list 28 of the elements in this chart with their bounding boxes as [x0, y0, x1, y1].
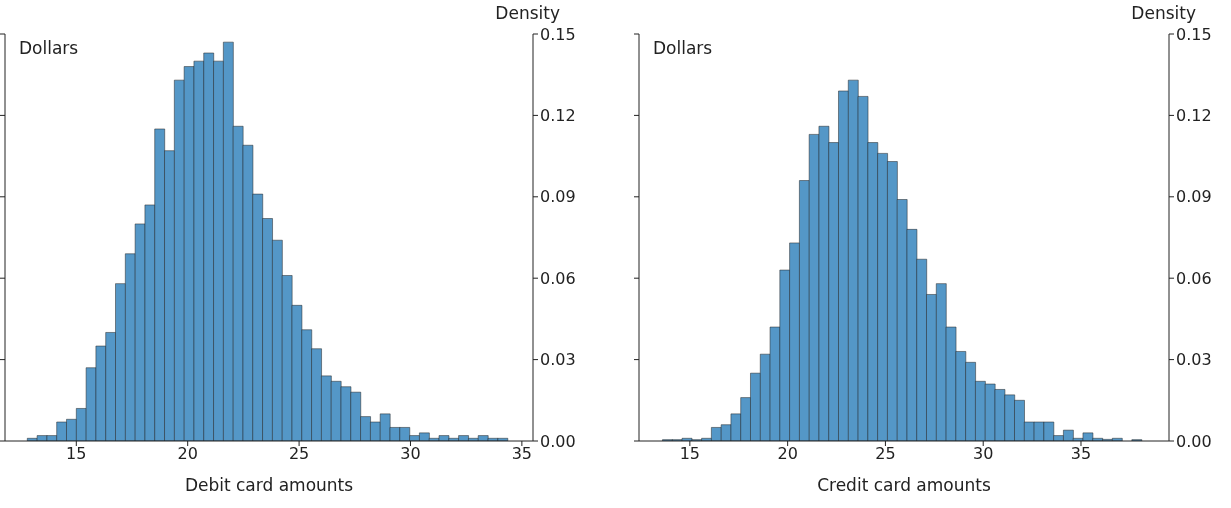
- y-axis-title: Density: [495, 3, 560, 23]
- y-tick-label: 0.00: [540, 431, 576, 451]
- x-tick-label: 35: [511, 444, 533, 464]
- x-tick-label: 15: [679, 444, 701, 464]
- x-tick-label: 30: [400, 444, 421, 464]
- annotation: Dollars: [19, 38, 79, 58]
- y-tick-label: 0.15: [1176, 24, 1212, 44]
- x-tick-label: 25: [288, 444, 310, 464]
- x-tick-label: 20: [777, 444, 798, 464]
- y-tick-label: 0.12: [1176, 106, 1212, 126]
- y-axis-title: Density: [1131, 3, 1196, 23]
- x-tick-label: 30: [973, 444, 994, 464]
- y-tick-label: 0.03: [540, 350, 576, 370]
- x-tick-label: 20: [177, 444, 198, 464]
- y-tick-label: 0.12: [540, 106, 576, 126]
- y-tick-label: 0.00: [1176, 431, 1212, 451]
- y-tick-label: 0.15: [540, 24, 576, 44]
- y-tick-label: 0.03: [1176, 350, 1212, 370]
- annotation: Dollars: [653, 38, 713, 58]
- y-tick-label: 0.06: [1176, 268, 1212, 288]
- x-axis-title: Credit card amounts: [817, 475, 991, 495]
- x-tick-label: 25: [875, 444, 896, 464]
- x-tick-label: 15: [66, 444, 87, 464]
- y-tick-label: 0.06: [540, 268, 576, 288]
- x-axis-title: Debit card amounts: [184, 475, 354, 495]
- x-tick-label: 35: [1070, 444, 1092, 464]
- y-tick-label: 0.09: [540, 187, 576, 207]
- y-tick-label: 0.09: [1176, 187, 1212, 207]
